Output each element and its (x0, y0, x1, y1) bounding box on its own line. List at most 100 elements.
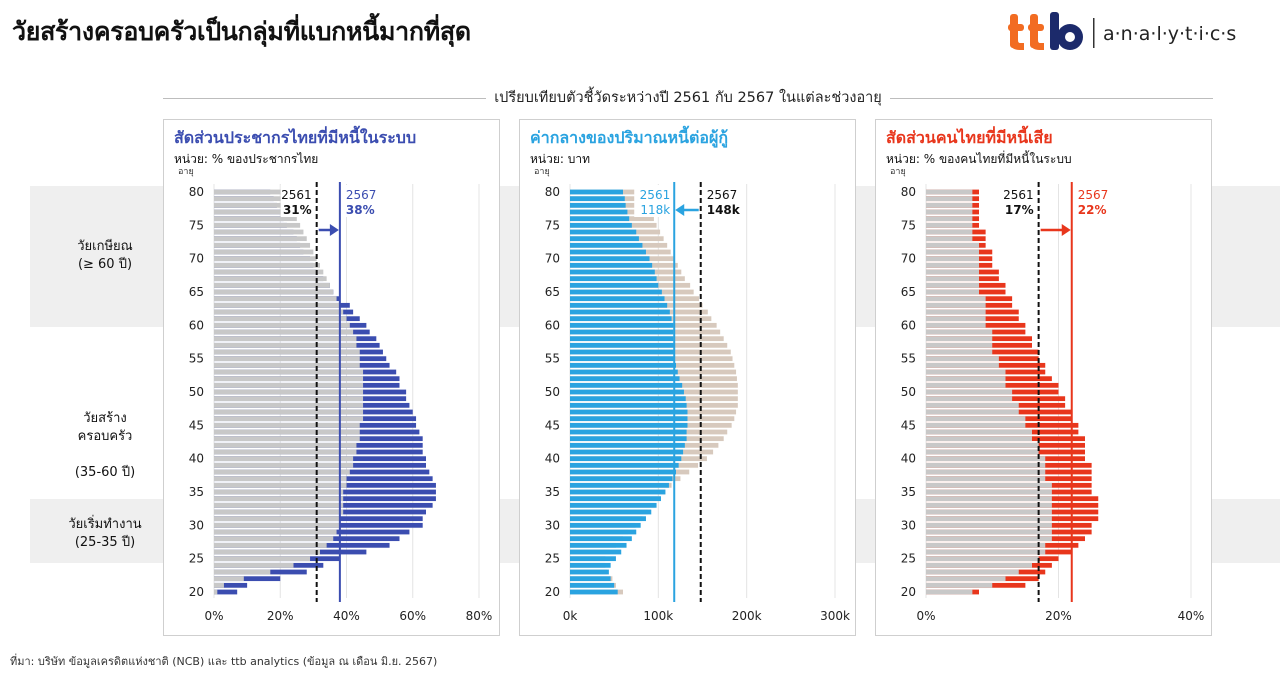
y-tick-label: 20 (189, 585, 204, 599)
bar-2561 (926, 516, 1052, 522)
bar-2561 (214, 402, 364, 408)
bar-2561 (926, 389, 1013, 395)
bar-2561 (926, 309, 986, 315)
bar-2561 (214, 369, 364, 375)
bar-2567 (570, 262, 653, 268)
bar-2561 (926, 336, 993, 342)
bar-2561 (214, 482, 347, 488)
reference-label-bg (280, 185, 314, 217)
chart-panel-npl-share: 0% 20% 40% 80 75 70 65 60 55 50 45 40 35 30 25 20 2561 17… (875, 119, 1212, 636)
y-tick-label: 70 (189, 252, 204, 266)
bar-2561 (926, 489, 1052, 495)
reference-label-bg (342, 185, 379, 217)
x-tick-label: 40% (1178, 609, 1205, 623)
reference-label: 17% (1005, 203, 1034, 217)
bar-2561 (926, 316, 986, 322)
ttb-logo-icon: a·n·a·l·y·t·i·c·s (1008, 12, 1236, 50)
y-tick-label: 75 (901, 218, 916, 232)
chart-title: ค่ากลางของปริมาณหนี้ต่อผู้กู้ (530, 128, 729, 147)
y-tick-label: 70 (901, 252, 916, 266)
reference-label: 38% (346, 203, 375, 217)
bar-2567 (214, 582, 248, 588)
bar-2561 (214, 302, 340, 308)
bar-2567 (570, 549, 622, 555)
bar-2567 (570, 229, 637, 235)
y-tick-label: 50 (901, 385, 916, 399)
y-tick-label: 30 (189, 518, 204, 532)
x-tick-label: 200k (732, 609, 762, 623)
bar-2561 (926, 429, 1032, 435)
bar-2561 (214, 489, 344, 495)
bar-2561 (926, 356, 999, 362)
chart-panel-median-debt: 0k 100k 200k 300k 80 75 70 65 60 55 50 45 40 35 30 25 20… (519, 119, 856, 636)
bar-2567 (570, 289, 662, 295)
bar-2561 (214, 576, 244, 582)
bar-2567 (570, 329, 674, 335)
bar-2561 (214, 589, 218, 595)
x-tick-label: 40% (333, 609, 360, 623)
chart-svg: 0k 100k 200k 300k 80 75 70 65 60 55 50 45 40 35 30 25 20… (545, 182, 850, 623)
bar-2567 (570, 276, 657, 282)
bar-2561 (926, 329, 993, 335)
bar-2567 (570, 209, 628, 215)
bar-2561 (926, 282, 979, 288)
x-tick-label: 0k (563, 609, 578, 623)
y-tick-label: 20 (545, 585, 560, 599)
bar-2561 (214, 462, 354, 468)
bar-2567 (570, 402, 687, 408)
ttb-analytics-logo: a·n·a·l·y·t·i·c·s (1008, 12, 1278, 52)
arrow-head-icon (675, 204, 685, 216)
bar-2561 (926, 349, 993, 355)
bar-2567 (570, 322, 674, 328)
subtitle-container: เปรียบเทียบตัวชี้วัดระหว่างปี 2561 กับ 2… (163, 86, 1213, 110)
bar-2567 (570, 582, 615, 588)
reference-label: 2567 (1078, 188, 1109, 202)
group-range: (35-60 ปี) (74, 465, 136, 480)
y-tick-label: 60 (545, 318, 560, 332)
y-tick-label: 35 (901, 485, 916, 499)
bar-2561 (926, 269, 979, 275)
bar-2561 (214, 456, 354, 462)
bar-2567 (570, 562, 611, 568)
bar-2561 (926, 476, 1046, 482)
bar-2561 (214, 222, 301, 228)
bar-2561 (926, 242, 979, 248)
bar-2567 (570, 342, 675, 348)
bar-2567 (570, 389, 684, 395)
bar-2561 (214, 329, 354, 335)
y-tick-label: 65 (901, 285, 916, 299)
y-tick-label: 40 (189, 452, 204, 466)
bar-2567 (570, 489, 666, 495)
chart-unit: หน่วย: % ของประชากรไทย (174, 152, 319, 166)
bar-2567 (570, 469, 676, 475)
bar-2561 (926, 222, 973, 228)
y-tick-label: 30 (545, 518, 560, 532)
y-tick-label: 80 (189, 185, 204, 199)
bar-2561 (926, 589, 973, 595)
reference-label: 148k (707, 203, 741, 217)
y-tick-label: 45 (901, 418, 916, 432)
bar-2567 (570, 189, 623, 195)
bar-2561 (214, 282, 330, 288)
x-tick-label: 20% (1045, 609, 1072, 623)
chart-title: สัดส่วนประชากรไทยที่มีหนี้ในระบบ (174, 128, 417, 147)
bar-2561 (926, 382, 1006, 388)
bar-2561 (214, 269, 324, 275)
logo-text: a·n·a·l·y·t·i·c·s (1103, 23, 1236, 45)
bar-2561 (214, 582, 224, 588)
bar-2561 (926, 196, 973, 202)
bar-2561 (214, 202, 291, 208)
y-tick-label: 80 (901, 185, 916, 199)
bar-2561 (926, 529, 1052, 535)
bar-2561 (926, 549, 1046, 555)
bar-2561 (214, 262, 320, 268)
group-name: วัยเกษียณ (77, 239, 133, 254)
bar-2561 (926, 229, 973, 235)
bar-2567 (570, 456, 682, 462)
bar-2561 (214, 449, 357, 455)
bar-2561 (214, 569, 271, 575)
bar-2561 (214, 516, 340, 522)
reference-label: 2561 (281, 188, 312, 202)
bar-2561 (214, 276, 327, 282)
y-axis-label: อายุ (534, 167, 550, 177)
